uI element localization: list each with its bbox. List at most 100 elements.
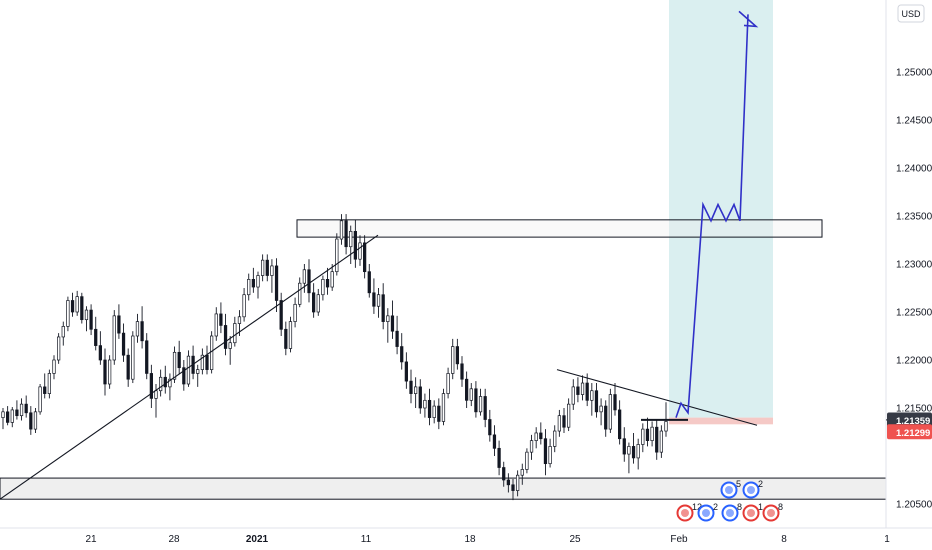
time-tick-label: 18 bbox=[464, 534, 476, 545]
candle bbox=[288, 316, 293, 353]
candle-body bbox=[636, 444, 640, 459]
candle-body bbox=[451, 346, 455, 374]
bid-price-badge bbox=[887, 424, 932, 440]
candle-body bbox=[325, 279, 330, 288]
candle-body bbox=[108, 359, 112, 385]
currency-button[interactable] bbox=[897, 4, 925, 23]
candle-body bbox=[316, 294, 320, 313]
candle bbox=[200, 348, 204, 375]
candle bbox=[631, 432, 636, 464]
event-badge[interactable]: 2 bbox=[742, 479, 764, 499]
candle bbox=[488, 409, 492, 442]
candle-body bbox=[57, 336, 61, 361]
candle bbox=[339, 214, 344, 245]
candle bbox=[576, 377, 580, 403]
price-tick-label: 1.20500 bbox=[896, 500, 932, 511]
candle-body bbox=[534, 432, 538, 441]
candle-body bbox=[233, 323, 237, 344]
price-axis[interactable]: 1.25000 1.24500 1.24000 1.23500 1.23000 1.225… bbox=[886, 68, 932, 511]
candle bbox=[29, 406, 33, 435]
event-count: 2 bbox=[713, 502, 718, 512]
time-tick-label: 11 bbox=[361, 534, 372, 545]
time-tick-label: 8 bbox=[781, 534, 787, 545]
candle bbox=[57, 333, 61, 364]
candle-body bbox=[353, 231, 357, 260]
candle-body bbox=[622, 438, 626, 455]
candle-body bbox=[465, 378, 469, 401]
candle bbox=[372, 278, 376, 314]
candle-body bbox=[112, 315, 116, 361]
candle bbox=[590, 383, 594, 416]
drawing-layer bbox=[0, 0, 887, 500]
event-badge[interactable]: 5 bbox=[720, 479, 742, 499]
event-badge[interactable]: 8 bbox=[721, 502, 743, 522]
candle bbox=[112, 310, 116, 365]
candle-body bbox=[247, 279, 251, 296]
candle-body bbox=[367, 271, 371, 294]
candle-body bbox=[186, 355, 191, 385]
event-badge[interactable]: 1 bbox=[742, 502, 764, 522]
event-badge[interactable]: 8 bbox=[762, 502, 784, 522]
candle-body bbox=[61, 326, 65, 338]
candle-body bbox=[265, 259, 269, 276]
event-badge[interactable]: 2 bbox=[697, 502, 719, 522]
candle-body bbox=[80, 296, 84, 321]
candle bbox=[47, 369, 51, 399]
candle bbox=[177, 340, 181, 375]
candle-body bbox=[131, 335, 135, 380]
candle-body bbox=[284, 328, 288, 349]
event-badge[interactable]: 12 bbox=[676, 502, 703, 522]
candle bbox=[474, 381, 478, 418]
projected-path[interactable] bbox=[675, 14, 749, 418]
event-count: 12 bbox=[692, 502, 702, 512]
falling-trendline[interactable] bbox=[556, 369, 758, 426]
candle-body bbox=[400, 346, 404, 363]
time-axis[interactable]: 21 28 2021 11 18 25 Feb 8 1 bbox=[85, 534, 890, 545]
candle bbox=[451, 338, 455, 380]
candle bbox=[641, 423, 645, 453]
candle bbox=[293, 297, 297, 328]
candle bbox=[650, 421, 654, 447]
candle bbox=[33, 408, 38, 433]
candle-body bbox=[43, 386, 47, 394]
candle-body bbox=[363, 242, 367, 273]
candle-body bbox=[89, 309, 93, 330]
candle bbox=[594, 383, 599, 418]
candle bbox=[121, 323, 126, 362]
candle bbox=[580, 375, 585, 401]
rising-trendline[interactable] bbox=[0, 234, 379, 500]
candle bbox=[571, 379, 575, 410]
stop-zone[interactable] bbox=[669, 417, 773, 425]
candle bbox=[279, 292, 283, 336]
candle-body bbox=[441, 393, 446, 422]
candle bbox=[376, 288, 381, 318]
candle-body bbox=[10, 409, 14, 423]
candle-body bbox=[33, 411, 38, 430]
candle bbox=[455, 338, 459, 370]
candle bbox=[135, 313, 140, 343]
time-tick-label: 25 bbox=[569, 534, 581, 545]
candle-body bbox=[427, 399, 432, 418]
resistance-zone[interactable] bbox=[296, 219, 823, 238]
candle-body bbox=[358, 242, 362, 260]
candle-body bbox=[516, 474, 520, 491]
candle bbox=[256, 271, 260, 299]
candle-body bbox=[196, 369, 200, 374]
candle-body bbox=[483, 396, 487, 420]
candle-body bbox=[404, 361, 408, 382]
price-badge-label: 1.21299 bbox=[896, 428, 930, 439]
candle-body bbox=[145, 340, 149, 374]
candle bbox=[242, 288, 246, 322]
candle bbox=[409, 369, 413, 404]
candle-body bbox=[409, 380, 413, 394]
candle bbox=[478, 388, 483, 416]
event-count: 5 bbox=[736, 479, 741, 489]
candle-body bbox=[135, 321, 140, 337]
candle bbox=[613, 383, 617, 416]
candle-body bbox=[75, 296, 79, 313]
candle-body bbox=[66, 300, 70, 327]
candle-body bbox=[650, 426, 654, 441]
candle-body bbox=[279, 300, 283, 330]
candle-body bbox=[567, 403, 571, 428]
